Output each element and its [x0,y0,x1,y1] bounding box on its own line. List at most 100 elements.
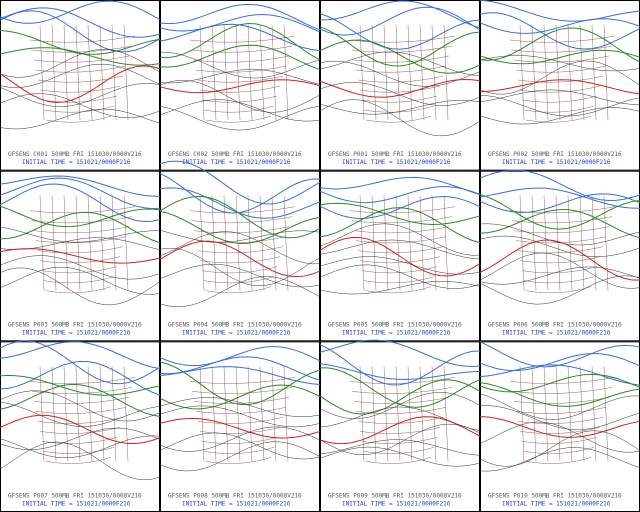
panel-title: GFSENS P008 500MB FRI 151030/0000V216 [168,492,302,499]
border-line [201,266,278,274]
contour-line [0,10,161,53]
initial-time: INITIAL TIME = 151021/0000F216 [502,500,611,507]
label-backdrop [324,320,474,337]
contour-line [319,256,481,275]
contour-line [319,0,481,29]
map-panel: GFSENS P009 500MB FRI 151030/0000V216INI… [319,339,481,512]
border-line [123,366,129,462]
border-line [99,195,105,291]
border-line [31,45,133,53]
border-line [351,387,453,394]
border-line [199,195,205,291]
panel-frame [320,0,480,171]
border-line [395,366,401,462]
border-line [521,437,598,444]
border-line [99,24,105,121]
border-line [63,195,69,291]
contour-line [0,427,161,450]
border-line [521,95,598,103]
map-panel: GFSENS P008 500MB FRI 151030/0000V216INI… [159,341,321,512]
contour-line [159,247,321,287]
contour-line [0,341,161,370]
map-panel: GFSENS P005 500MB FRI 151030/0000V216INI… [319,170,481,342]
contour-line [159,384,321,410]
border-line [519,85,601,93]
border-line [99,366,105,462]
contour-line [319,379,481,415]
initial-time: INITIAL TIME = 151021/0000F216 [342,330,451,337]
border-line [75,366,81,462]
border-line [199,85,281,93]
contour-line [479,252,640,289]
contour-line [159,346,321,367]
contour-line [479,223,640,246]
border-line [247,366,253,462]
contour-line [319,39,481,74]
border-line [591,366,597,462]
contour-line [159,361,321,406]
map-panel: GFSENS P006 500MB FRI 151030/0000V216INI… [479,169,640,342]
border-line [511,387,613,394]
border-line [199,256,281,264]
contour-line [479,447,640,472]
panel-frame [320,341,480,512]
border-line [259,366,265,462]
contour-line [319,26,481,67]
contour-line [479,193,640,213]
panel-title: GFSENS P007 500MB FRI 151030/0000V216 [8,492,142,499]
border-line [431,24,437,121]
contour-line [319,60,481,87]
contour-line [159,441,321,472]
border-line [519,195,525,291]
border-line [579,195,585,291]
border-line [365,457,432,464]
border-line [371,24,377,121]
border-line [513,397,610,404]
contour-line [0,340,161,385]
contour-line [319,363,481,380]
contour-line [479,239,640,281]
contour-line [319,186,481,204]
map-panel: GFSENS P001 500MB FRI 151030/0000V216INI… [319,0,481,171]
contour-line [0,226,160,243]
initial-time: INITIAL TIME = 151021/0000F216 [502,159,611,166]
contour-line [479,18,640,34]
border-line [35,236,127,244]
border-line [383,366,389,462]
contour-line [319,416,481,445]
border-line [247,24,253,121]
panel-frame [480,170,640,342]
contour-line [319,6,481,36]
border-line [371,195,377,291]
contour-line [159,230,321,243]
border-line [519,24,525,121]
border-line [407,195,413,291]
border-line [603,24,609,121]
border-line [41,266,118,274]
initial-time: INITIAL TIME = 151021/0000F216 [342,159,451,166]
contour-line [479,275,640,305]
border-line [359,24,365,121]
contour-line [159,240,321,278]
contour-line [319,446,481,467]
border-line [123,24,129,121]
contour-line [0,175,161,197]
border-line [191,216,293,224]
border-line [359,195,365,291]
map-panel: GFSENS P003 500MB FRI 151030/0000V216INI… [0,170,161,342]
contour-line [159,231,321,265]
contour-line [159,3,321,31]
border-line [205,286,272,294]
border-line [45,457,112,464]
border-line [419,366,425,462]
contour-line [479,266,640,285]
contour-line [479,364,640,386]
contour-line [479,405,640,430]
label-backdrop [484,320,634,337]
contour-line [479,193,640,230]
contour-line [479,49,640,65]
border-line [521,266,598,274]
border-line [191,387,293,394]
border-line [205,115,272,123]
